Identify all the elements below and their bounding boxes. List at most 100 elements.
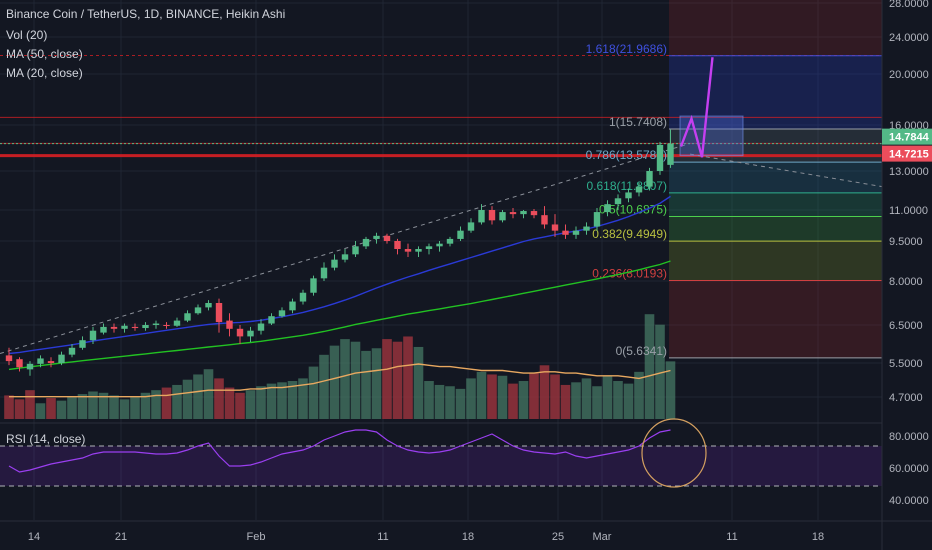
volume-bar: [98, 392, 109, 419]
candle: [520, 210, 527, 219]
time-tick-label: 25: [552, 531, 564, 543]
candle-body: [499, 212, 506, 221]
volume-bar: [445, 386, 455, 419]
candle: [278, 307, 286, 318]
volume-bar: [634, 371, 644, 419]
volume-bar: [182, 379, 193, 419]
candle: [110, 323, 118, 333]
candle-body: [163, 325, 170, 326]
candle: [47, 357, 55, 368]
candle: [215, 298, 223, 333]
candle-body: [509, 212, 517, 215]
candle-body: [446, 238, 454, 244]
candle-body: [362, 238, 370, 247]
fib-label: 1.618(21.9686): [586, 42, 667, 56]
candle: [415, 246, 422, 257]
candle: [457, 226, 464, 241]
volume-bar: [140, 392, 151, 419]
rsi-tick-label: 60.0000: [889, 463, 929, 475]
candle: [37, 355, 44, 368]
candle-body: [299, 292, 307, 302]
price-tick-label: 24.0000: [889, 32, 929, 44]
candle: [551, 214, 559, 237]
candle-body: [58, 354, 65, 363]
volume-bar: [371, 348, 382, 419]
candle-body: [467, 222, 475, 231]
time-tick-label: 18: [812, 531, 824, 543]
volume-bar: [476, 371, 487, 419]
candle: [331, 254, 338, 271]
projection-path: [679, 57, 714, 158]
legend-title: Binance Coin / TetherUS, 1D, BINANCE, He…: [6, 7, 286, 21]
candle: [383, 233, 391, 244]
volume-bar: [277, 382, 287, 419]
volume-bar: [308, 366, 319, 419]
volume-bar: [340, 339, 350, 419]
price-tick-label: 20.0000: [889, 69, 929, 81]
volume-bar: [4, 395, 14, 419]
rsi-line: [8, 429, 671, 473]
candle-body: [289, 301, 296, 311]
candle: [226, 313, 233, 337]
candle-body: [373, 235, 380, 239]
volume-bar: [256, 386, 266, 419]
candle-body: [656, 144, 664, 171]
fib-zone: [669, 216, 882, 242]
volume-bar: [392, 341, 403, 419]
candle: [289, 298, 296, 314]
candle: [173, 317, 181, 327]
candle-body: [89, 330, 97, 341]
candle-body: [257, 323, 265, 331]
candle: [425, 243, 433, 255]
volume-bar: [550, 374, 560, 419]
volume-bar: [539, 365, 550, 419]
candle: [299, 289, 307, 305]
volume-bar: [403, 336, 413, 419]
volume-bar: [487, 374, 497, 419]
candle: [572, 226, 580, 239]
price-tick-label: 13.0000: [889, 166, 929, 178]
candle-body: [614, 198, 622, 205]
volume-bar: [298, 378, 308, 419]
time-tick-label: Mar: [593, 531, 612, 543]
candle: [194, 304, 202, 315]
volume-bar: [508, 383, 518, 419]
volume-bar: [424, 381, 434, 419]
candle-body: [383, 235, 391, 241]
time-tick-label: 14: [28, 531, 40, 543]
candle: [247, 326, 254, 343]
ma20-line: [8, 195, 671, 355]
candle-body: [100, 326, 107, 333]
volume-bar: [56, 400, 67, 419]
time-tick-label: 21: [115, 531, 127, 543]
volume-bar: [266, 383, 277, 419]
candle-body: [26, 363, 34, 370]
candle: [373, 232, 380, 244]
candle-body: [551, 224, 559, 231]
candle: [268, 313, 275, 325]
volume-bar: [14, 399, 25, 419]
volume-bar: [35, 403, 46, 419]
candle: [320, 262, 328, 281]
candle-body: [121, 325, 128, 329]
fib-zone: [669, 192, 882, 217]
candle-body: [478, 210, 485, 223]
volume-bar: [319, 354, 329, 419]
fib-label: 0.618(11.8807): [586, 179, 667, 193]
candle-body: [173, 320, 181, 326]
fib-zone: [669, 0, 882, 56]
fib-label: 0.382(9.4949): [592, 227, 667, 241]
volume-bar: [518, 381, 529, 419]
candle: [625, 188, 632, 203]
candle: [58, 351, 65, 366]
candle-body: [205, 303, 212, 308]
volume-bar: [592, 386, 602, 419]
volume-bar: [214, 378, 224, 419]
fib-zone: [669, 280, 882, 359]
volume-bar: [581, 378, 592, 419]
volume-bar: [529, 373, 539, 419]
candle-body: [562, 230, 569, 235]
price-tick-label: 11.0000: [889, 205, 928, 217]
